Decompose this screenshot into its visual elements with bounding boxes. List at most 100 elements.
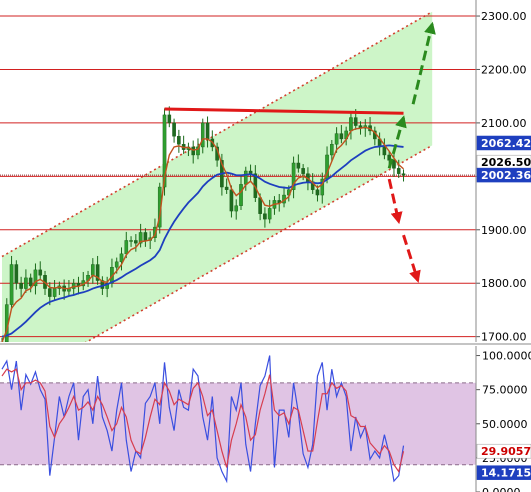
candle <box>105 276 109 298</box>
candle-body <box>296 162 301 169</box>
candle-body <box>387 154 391 161</box>
candle <box>14 260 19 290</box>
candle-body <box>9 264 14 305</box>
candle <box>134 234 138 252</box>
bearish-arrow <box>387 178 403 225</box>
candle-body <box>119 253 124 263</box>
candle <box>9 255 14 309</box>
oscillator-band <box>0 382 476 465</box>
candle-body <box>310 181 315 190</box>
candle-body <box>91 264 95 276</box>
candle-body <box>134 240 138 244</box>
candle <box>239 175 243 211</box>
candle-body <box>48 288 52 297</box>
price-badge: 2026.50 <box>476 154 531 170</box>
candle-body <box>301 168 305 174</box>
candle-body <box>334 133 339 145</box>
candle <box>95 255 100 285</box>
bullish-arrow <box>387 115 407 169</box>
ascending-channel <box>2 11 433 342</box>
oscillator-panel: 100.000075.000050.000025.00000.000029.90… <box>0 343 531 492</box>
candle <box>396 159 401 178</box>
candle-body <box>191 146 196 156</box>
oscillator-slow-line <box>1 368 405 473</box>
candle <box>200 118 205 154</box>
candle-body <box>330 144 334 156</box>
candle-body <box>349 117 353 132</box>
candle <box>320 172 325 204</box>
candle <box>138 223 143 248</box>
price-level-label: 2100.00 <box>481 117 527 130</box>
candle-body <box>38 269 43 276</box>
candle <box>296 154 301 173</box>
candle-body <box>200 122 205 148</box>
price-badge-label: 2026.50 <box>481 156 531 169</box>
candle <box>234 199 239 220</box>
candle-body <box>114 261 119 268</box>
oscillator-level-label: 100.0000 <box>482 350 531 363</box>
candle-body <box>382 146 387 156</box>
price-badge-label: 14.1715 <box>481 467 531 480</box>
price-badge-box <box>476 465 531 480</box>
price-badge: 2062.42 <box>476 135 531 151</box>
candle <box>24 269 28 293</box>
candle-body <box>129 240 133 242</box>
oscillator-axis: 100.000075.000050.000025.00000.000029.90… <box>475 346 531 492</box>
candle-body <box>19 283 23 289</box>
candle <box>401 169 406 182</box>
candle-body <box>339 133 344 140</box>
candle-body <box>401 173 406 176</box>
oscillator-level-label: 0.0000 <box>482 486 521 492</box>
candle <box>19 276 23 298</box>
candle-body <box>138 232 143 244</box>
candle <box>291 156 296 199</box>
candle <box>177 129 181 153</box>
price-level-label: 1800.00 <box>481 277 527 290</box>
candle <box>38 261 43 280</box>
price-level-label: 1900.00 <box>481 224 527 237</box>
candle-body <box>143 232 148 241</box>
price-axis: 2300.002200.002100.002000.001900.001800.… <box>475 0 531 344</box>
candle-body <box>177 136 181 145</box>
candle-body <box>239 184 243 206</box>
candle <box>124 231 129 259</box>
candle <box>263 207 267 228</box>
candle-body <box>243 170 248 185</box>
candle-body <box>315 189 320 196</box>
candle-body <box>172 122 176 137</box>
ma-fast-line <box>1 126 404 342</box>
candle-body <box>24 277 28 289</box>
price-badge: 2002.36 <box>476 167 531 183</box>
candle-body <box>167 114 172 124</box>
price-badge: 14.1715 <box>476 465 531 480</box>
candle <box>224 178 229 194</box>
price-panel: 2300.002200.002100.002000.001900.001800.… <box>0 0 531 344</box>
price-badge-label: 2062.42 <box>481 137 531 150</box>
candle <box>267 199 272 224</box>
candle-body <box>52 288 57 297</box>
price-badge-box <box>476 135 531 151</box>
candle-body <box>95 264 100 281</box>
candle <box>129 236 133 247</box>
candle-body <box>105 283 109 289</box>
candle-body <box>258 197 262 214</box>
candle <box>301 164 305 181</box>
candle-body <box>229 189 234 212</box>
candle <box>334 127 339 153</box>
candle <box>330 140 334 162</box>
oscillator-level-label: 75.0000 <box>482 384 528 397</box>
candle-body <box>205 122 210 140</box>
candle-body <box>291 162 296 190</box>
ma-slow-line <box>1 144 404 338</box>
bearish-arrow <box>402 234 421 283</box>
candle <box>339 125 344 144</box>
candle-body <box>320 178 325 196</box>
price-badge-box <box>476 167 531 183</box>
candle-body <box>248 170 253 174</box>
candle-body <box>234 205 239 212</box>
oscillator-level-label: 50.0000 <box>482 418 528 431</box>
price-level-label: 2300.00 <box>481 10 527 23</box>
candle-body <box>263 213 267 220</box>
candle-body <box>124 240 129 255</box>
